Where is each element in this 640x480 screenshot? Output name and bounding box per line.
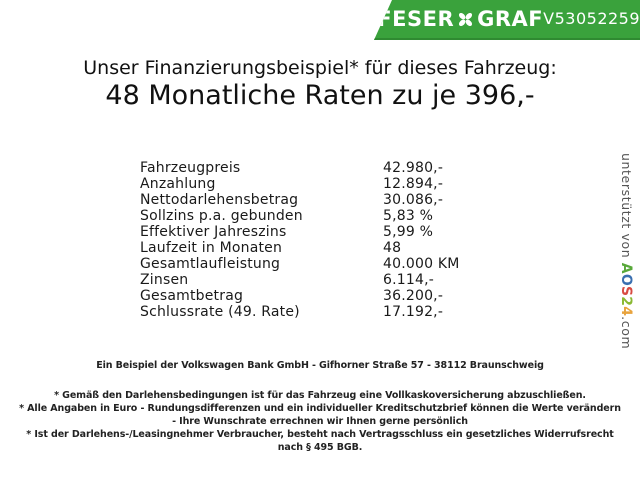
- row-value: 30.086,-: [383, 192, 444, 208]
- sponsor-letter: O: [618, 273, 634, 286]
- footer-legal-block: Ein Beispiel der Volkswagen Bank GmbH - …: [0, 359, 640, 454]
- brand-feser: FESER: [377, 6, 455, 31]
- row-label: Gesamtbetrag: [140, 288, 244, 304]
- row-label: Nettodarlehensbetrag: [140, 192, 299, 208]
- row-label: Laufzeit in Monaten: [140, 240, 283, 256]
- table-row: Gesamtbetrag 36.200,-: [140, 288, 460, 304]
- row-label: Sollzins p.a. gebunden: [140, 208, 303, 224]
- row-label: Gesamtlaufleistung: [140, 256, 281, 272]
- row-value: 6.114,-: [383, 272, 434, 288]
- table-row: Nettodarlehensbetrag 30.086,-: [140, 192, 460, 208]
- sponsor-letter: 4: [618, 306, 634, 317]
- legal-note: - Ihre Wunschrate errechnen wir Ihnen ge…: [172, 416, 468, 427]
- legal-note: * Alle Angaben in Euro - Rundungsdiffere…: [19, 403, 621, 414]
- row-label: Fahrzeugpreis: [140, 160, 241, 176]
- row-value: 5,99 %: [383, 224, 434, 240]
- sponsor-brand-aos24: AOS24: [618, 263, 634, 316]
- legal-note: nach § 495 BGB.: [277, 442, 363, 453]
- bank-address-line: Ein Beispiel der Volkswagen Bank GmbH - …: [96, 360, 544, 371]
- row-value: 17.192,-: [383, 304, 444, 320]
- legal-note: * Gemäß den Darlehensbedingungen ist für…: [54, 390, 586, 401]
- row-value: 5,83 %: [383, 208, 434, 224]
- sponsor-vertical-text: unterstützt von AOS24.com: [618, 153, 634, 349]
- row-label: Anzahlung: [140, 176, 216, 192]
- table-row: Schlussrate (49. Rate) 17.192,-: [140, 304, 460, 320]
- table-row: Anzahlung 12.894,-: [140, 176, 460, 192]
- legal-note: * Ist der Darlehens-/Leasingnehmer Verbr…: [26, 429, 614, 440]
- sponsor-tld: .com: [619, 316, 634, 350]
- sponsor-prefix: unterstützt von: [619, 153, 634, 263]
- brand-graf: GRAF: [477, 6, 544, 31]
- headline-subtitle: Unser Finanzierungsbeispiel* für dieses …: [83, 57, 557, 79]
- table-row: Sollzins p.a. gebunden 5,83 %: [140, 208, 460, 224]
- row-value: 36.200,-: [383, 288, 444, 304]
- sponsor-letter: S: [618, 285, 634, 297]
- headline-block: Unser Finanzierungsbeispiel* für dieses …: [0, 57, 640, 111]
- row-label: Schlussrate (49. Rate): [140, 304, 300, 320]
- table-row: Gesamtlaufleistung 40.000 KM: [140, 256, 460, 272]
- banner-vehicle-number: V530522592: [543, 9, 640, 28]
- row-value: 48: [383, 240, 402, 256]
- row-value: 40.000 KM: [383, 256, 460, 272]
- row-value: 42.980,-: [383, 160, 444, 176]
- dealer-banner: FESER GRAF V530522592: [374, 0, 640, 40]
- row-label: Zinsen: [140, 272, 189, 288]
- sponsor-letter: A: [618, 262, 634, 274]
- headline-title: 48 Monatliche Raten zu je 396,-: [105, 80, 535, 111]
- table-row: Effektiver Jahreszins 5,99 %: [140, 224, 460, 240]
- sponsor-letter: 2: [618, 296, 634, 307]
- table-row: Fahrzeugpreis 42.980,-: [140, 160, 460, 176]
- row-value: 12.894,-: [383, 176, 444, 192]
- table-row: Zinsen 6.114,-: [140, 272, 460, 288]
- row-label: Effektiver Jahreszins: [140, 224, 287, 240]
- table-row: Laufzeit in Monaten 48: [140, 240, 460, 256]
- clover-x-icon: [457, 11, 474, 28]
- finance-table: Fahrzeugpreis 42.980,- Anzahlung 12.894,…: [140, 160, 460, 320]
